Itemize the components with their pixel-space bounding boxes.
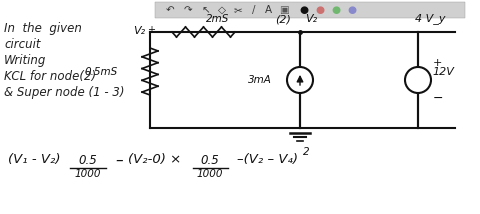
Text: (V₁ - V₂): (V₁ - V₂)	[8, 153, 60, 166]
Text: ↖: ↖	[202, 5, 210, 15]
Text: –: –	[115, 153, 122, 168]
Text: ●: ●	[315, 5, 324, 15]
Text: ▣: ▣	[279, 5, 289, 15]
Text: ↷: ↷	[184, 5, 192, 15]
Text: KCL for node(2): KCL for node(2)	[4, 70, 96, 83]
Text: 0.5mS: 0.5mS	[85, 67, 118, 77]
Text: (V₂-0) ×: (V₂-0) ×	[128, 153, 181, 166]
Text: −: −	[433, 92, 444, 105]
Text: In  the  given: In the given	[4, 22, 82, 35]
Text: 1000: 1000	[75, 169, 101, 179]
Text: & Super node (1 - 3): & Super node (1 - 3)	[4, 86, 124, 99]
Text: ✂: ✂	[234, 5, 242, 15]
Text: 4 V_y: 4 V_y	[415, 13, 445, 24]
Text: (2): (2)	[275, 14, 291, 24]
Text: V₂: V₂	[305, 14, 317, 24]
Text: A: A	[264, 5, 272, 15]
Text: ◇: ◇	[218, 5, 226, 15]
Text: 0.5: 0.5	[79, 154, 97, 167]
Text: +: +	[147, 25, 155, 35]
Text: ●: ●	[300, 5, 309, 15]
Text: –(V₂ – V₄): –(V₂ – V₄)	[237, 153, 298, 166]
Text: 2mS: 2mS	[206, 14, 230, 24]
Text: V₂: V₂	[133, 26, 145, 36]
Text: 3mA: 3mA	[248, 75, 272, 85]
Text: /: /	[252, 5, 256, 15]
Text: circuit: circuit	[4, 38, 40, 51]
Text: +: +	[433, 58, 443, 68]
Text: ↶: ↶	[166, 5, 174, 15]
Text: ●: ●	[332, 5, 340, 15]
Text: Writing: Writing	[4, 54, 47, 67]
Text: 2: 2	[303, 147, 310, 157]
FancyBboxPatch shape	[155, 2, 465, 18]
Text: ●: ●	[348, 5, 357, 15]
Text: 1000: 1000	[197, 169, 223, 179]
Circle shape	[287, 67, 313, 93]
Text: 0.5: 0.5	[201, 154, 219, 167]
Circle shape	[405, 67, 431, 93]
Text: 12V: 12V	[432, 67, 454, 77]
